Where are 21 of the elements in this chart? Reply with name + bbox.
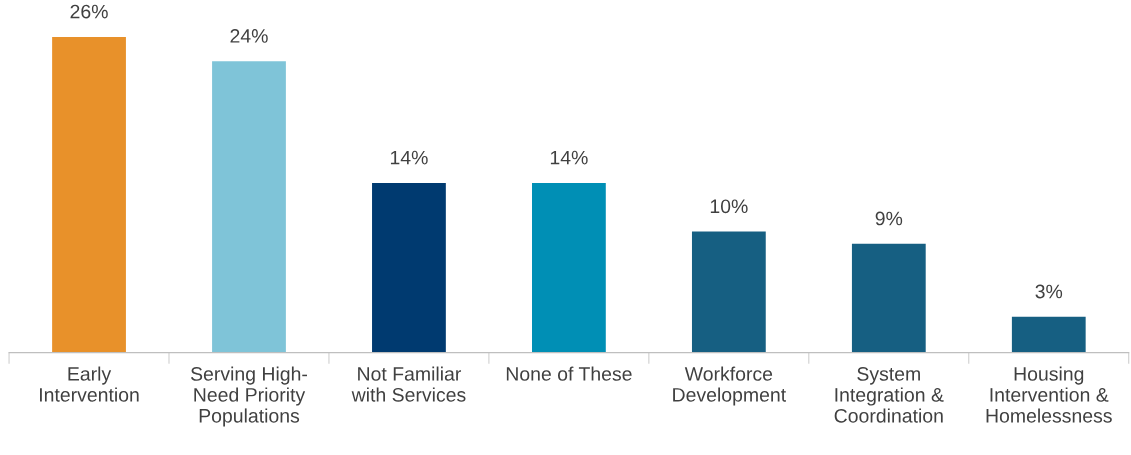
x-tick-label: Early Intervention: [40, 366, 139, 402]
data-label: 24%: [230, 29, 268, 43]
x-tick-label: Housing Intervention & Homelessness: [986, 366, 1112, 423]
bar: [850, 242, 928, 353]
data-label: 26%: [70, 4, 108, 19]
data-label: 14%: [550, 150, 588, 165]
x-tick-label: Workforce Development: [673, 366, 786, 406]
bar: [690, 230, 768, 353]
bar: [210, 59, 288, 353]
bar: [530, 181, 608, 353]
bar: [370, 181, 448, 353]
data-label: 14%: [390, 150, 428, 165]
x-tick-label: System Integration & Coordination: [834, 367, 944, 423]
data-label: 10%: [710, 199, 748, 214]
bar: [50, 35, 128, 353]
data-label: 3%: [1035, 284, 1063, 299]
x-tick-label: None of These: [506, 366, 632, 381]
x-tick-label: Serving High- Need Priority Populations: [190, 366, 308, 427]
bar: [1010, 315, 1088, 353]
data-label: 9%: [875, 211, 903, 226]
x-tick-label: Not Familiar with Services: [351, 366, 466, 402]
